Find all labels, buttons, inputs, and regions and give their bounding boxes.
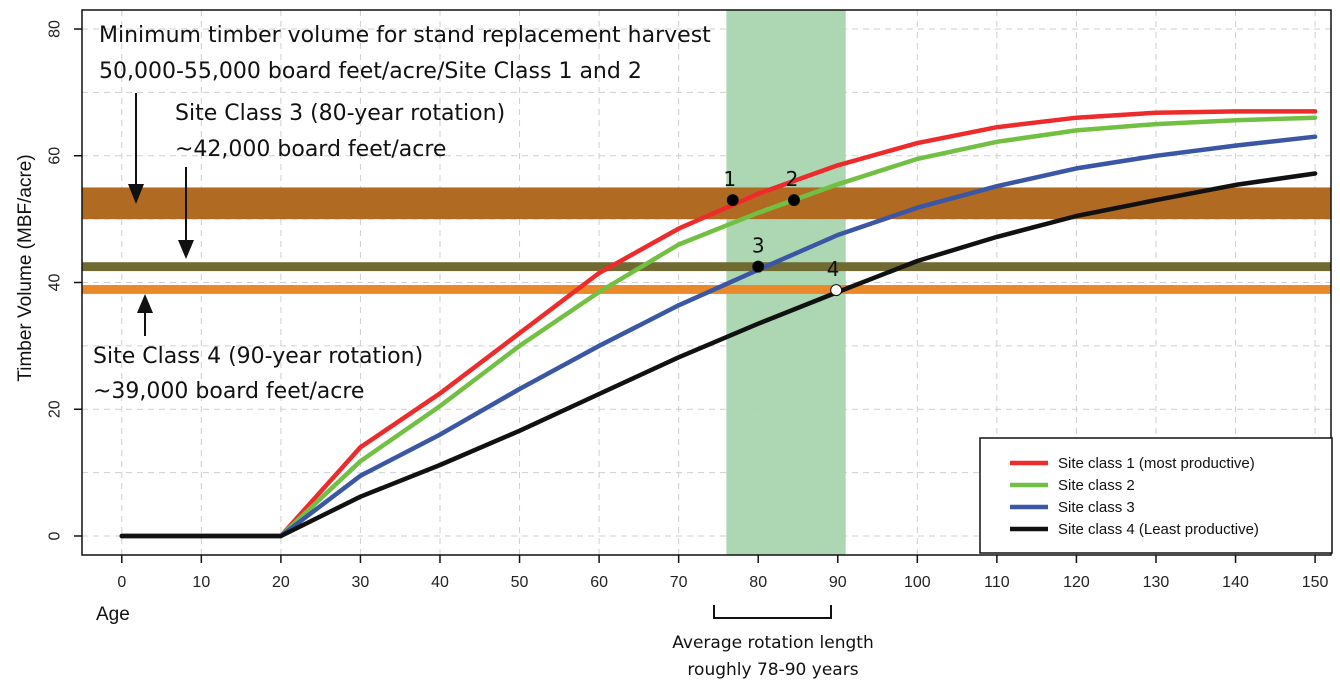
point-marker-2 [788, 194, 801, 207]
x-tick-label: 50 [511, 574, 529, 591]
volume-band-1 [82, 187, 1331, 220]
x-tick-label: 100 [904, 574, 931, 591]
sc4-annotation-title: Site Class 4 (90-year rotation) [93, 344, 423, 369]
sc3-annotation-sub: ~42,000 board feet/acre [175, 137, 446, 162]
x-tick-label: 110 [984, 574, 1010, 591]
x-tick-label: 90 [829, 574, 847, 591]
harvest-annotation-title: Minimum timber volume for stand replacem… [99, 23, 711, 48]
band-layer [82, 10, 1331, 555]
x-tick-label: 120 [1063, 574, 1090, 591]
point-label-3: 3 [752, 234, 765, 258]
y-tick-label: 80 [47, 20, 64, 38]
harvest-annotation-sub: 50,000-55,000 board feet/acre/Site Class… [99, 59, 642, 84]
point-layer: 1 2 3 4 [723, 167, 843, 297]
legend-box [979, 437, 1333, 554]
point-label-1: 1 [723, 167, 736, 191]
series-line-1 [119, 109, 1318, 539]
x-axis-title: Age [96, 604, 130, 625]
x-tick-label: 0 [117, 574, 126, 591]
legend-label-3: Site class 3 [1058, 499, 1135, 516]
legend-label-2: Site class 2 [1058, 477, 1135, 494]
x-tick-label: 130 [1143, 574, 1170, 591]
volume-band-2 [82, 262, 1331, 272]
arrow-icon-sc3 [178, 167, 194, 259]
point-label-4: 4 [827, 257, 840, 281]
legend: Site class 1 (most productive) Site class… [979, 437, 1333, 554]
y-tick-label: 0 [47, 531, 64, 540]
arrow-icon-sc4 [137, 294, 153, 336]
point-marker-1 [726, 194, 739, 207]
x-tick-label: 60 [590, 574, 608, 591]
y-tick-label: 20 [47, 400, 64, 418]
y-tick-label: 40 [47, 274, 64, 292]
arrow-icon-harvest [128, 93, 144, 204]
axis-layer: 0 10 20 30 40 50 60 70 80 90 100 110 120 130 140 150020… [47, 20, 1329, 591]
x-tick-label: 140 [1222, 574, 1249, 591]
y-axis-title: Timber Volume (MBF/acre) [15, 154, 36, 381]
x-tick-label: 10 [192, 574, 210, 591]
series-line-4 [119, 171, 1318, 539]
legend-label-1: Site class 1 (most productive) [1058, 455, 1255, 472]
y-tick-label: 60 [47, 147, 64, 165]
rotation-annotation-line1: Average rotation length [672, 633, 873, 653]
volume-band-3 [82, 285, 1331, 294]
x-tick-label: 20 [272, 574, 290, 591]
x-tick-label: 70 [670, 574, 688, 591]
rotation-bracket [713, 605, 832, 619]
sc4-annotation-sub: ~39,000 board feet/acre [93, 379, 364, 404]
x-tick-label: 150 [1302, 574, 1329, 591]
point-marker-3 [752, 260, 765, 273]
series-line-2 [119, 115, 1318, 539]
legend-label-4: Site class 4 (Least productive) [1058, 521, 1259, 538]
x-tick-label: 40 [431, 574, 449, 591]
rotation-annotation-line2: roughly 78-90 years [687, 660, 858, 680]
point-label-2: 2 [786, 167, 799, 191]
point-marker-4 [830, 284, 843, 297]
x-tick-label: 30 [352, 574, 370, 591]
rotation-band [726, 10, 846, 555]
x-tick-label: 80 [749, 574, 767, 591]
sc3-annotation-title: Site Class 3 (80-year rotation) [175, 101, 505, 126]
